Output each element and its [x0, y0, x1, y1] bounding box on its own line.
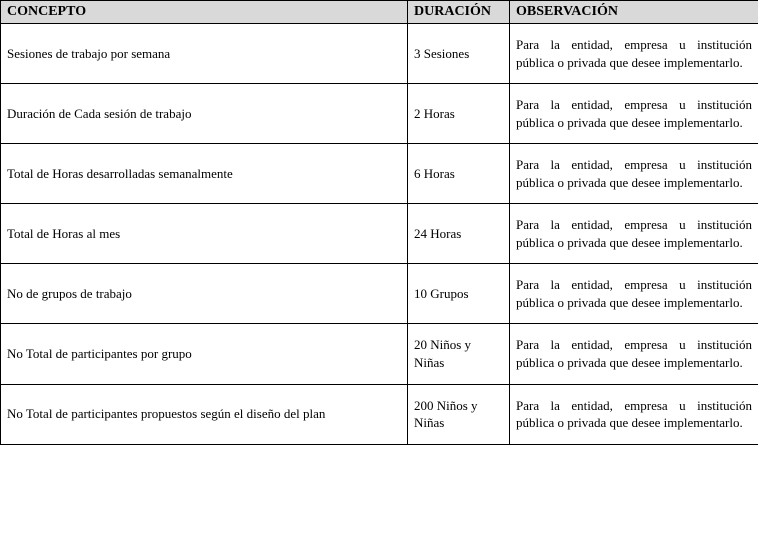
table-row: Total de Horas al mes 24 Horas Para la e…: [1, 204, 758, 264]
header-duracion: DURACIÓN: [408, 1, 510, 24]
cell-concepto: No Total de participantes por grupo: [1, 324, 408, 384]
cell-concepto: Total de Horas desarrolladas semanalment…: [1, 144, 408, 204]
cell-duracion: 200 Niños y Niñas: [408, 384, 510, 444]
cell-duracion: 3 Sesiones: [408, 24, 510, 84]
cell-observacion: Para la entidad, empresa u institución p…: [510, 84, 758, 144]
cell-concepto: Sesiones de trabajo por semana: [1, 24, 408, 84]
cell-concepto: Total de Horas al mes: [1, 204, 408, 264]
cell-observacion: Para la entidad, empresa u institución p…: [510, 24, 758, 84]
cell-duracion: 6 Horas: [408, 144, 510, 204]
cell-observacion: Para la entidad, empresa u institución p…: [510, 324, 758, 384]
cell-observacion: Para la entidad, empresa u institución p…: [510, 264, 758, 324]
cell-observacion: Para la entidad, empresa u institución p…: [510, 144, 758, 204]
header-concepto: CONCEPTO: [1, 1, 408, 24]
table-row: Duración de Cada sesión de trabajo 2 Hor…: [1, 84, 758, 144]
cell-observacion: Para la entidad, empresa u institución p…: [510, 384, 758, 444]
cell-duracion: 20 Niños y Niñas: [408, 324, 510, 384]
header-observacion: OBSERVACIÓN: [510, 1, 758, 24]
cell-concepto: Duración de Cada sesión de trabajo: [1, 84, 408, 144]
table-row: No Total de participantes por grupo 20 N…: [1, 324, 758, 384]
table-row: No de grupos de trabajo 10 Grupos Para l…: [1, 264, 758, 324]
cell-duracion: 24 Horas: [408, 204, 510, 264]
table-row: Sesiones de trabajo por semana 3 Sesione…: [1, 24, 758, 84]
table-header-row: CONCEPTO DURACIÓN OBSERVACIÓN: [1, 1, 758, 24]
table-row: No Total de participantes propuestos seg…: [1, 384, 758, 444]
cell-concepto: No de grupos de trabajo: [1, 264, 408, 324]
table-row: Total de Horas desarrolladas semanalment…: [1, 144, 758, 204]
cell-duracion: 2 Horas: [408, 84, 510, 144]
main-table: CONCEPTO DURACIÓN OBSERVACIÓN Sesiones d…: [0, 0, 758, 445]
cell-concepto: No Total de participantes propuestos seg…: [1, 384, 408, 444]
cell-observacion: Para la entidad, empresa u institución p…: [510, 204, 758, 264]
cell-duracion: 10 Grupos: [408, 264, 510, 324]
